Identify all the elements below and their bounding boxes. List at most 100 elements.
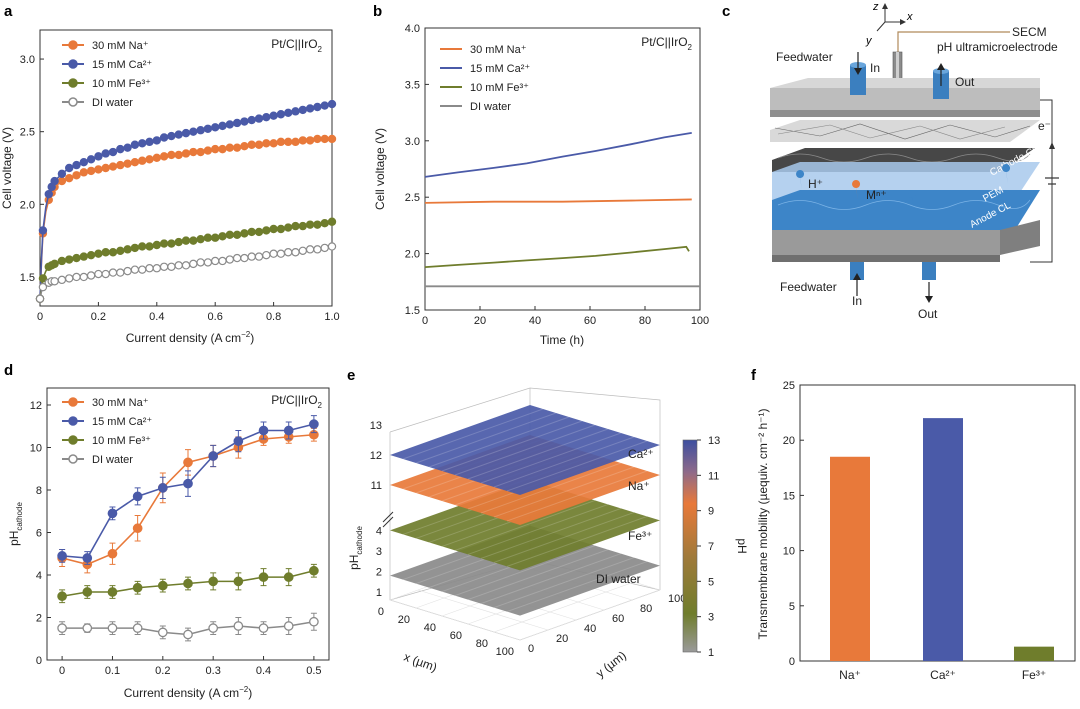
panel-f-y-ticks: 0 5 10 15 20 25 — [783, 380, 804, 668]
panel-c-label: c — [722, 3, 730, 20]
panel-b-x-tick-label: 60 — [584, 315, 596, 327]
panel-a-data-point — [276, 137, 286, 147]
panel-a-data-point — [64, 163, 74, 173]
panel-e-grid-line — [493, 581, 635, 633]
panel-a-series — [35, 99, 337, 303]
panel-d-data-point — [183, 457, 193, 468]
panel-a-data-point — [298, 221, 307, 231]
panel-d-data-point — [283, 425, 294, 436]
panel-a-data-point — [64, 173, 74, 183]
panel-a-data-point — [57, 275, 67, 285]
panel-b-y-ticks: 1.5 2.0 2.5 3.0 3.5 4.0 — [405, 23, 429, 317]
panel-a-data-point — [240, 142, 249, 151]
panel-d-data-point — [183, 578, 193, 589]
panel-a-data-point — [152, 264, 161, 273]
panel-a-data-point — [313, 220, 322, 229]
panel-f-y-tick-label: 5 — [789, 601, 795, 613]
panel-a-data-point — [269, 224, 278, 234]
panel-e-surface-label: Fe³⁺ — [628, 529, 652, 543]
panel-b-y-axis-label: Cell voltage (V) — [373, 128, 387, 210]
panel-a-data-point — [320, 101, 329, 110]
panel-a-data-point — [210, 256, 220, 266]
panel-d-data-point — [132, 623, 143, 633]
panel-e-z-tick-label: 4 — [376, 525, 382, 537]
panel-a-data-point — [101, 149, 110, 158]
panel-a-data-point — [72, 253, 81, 263]
panel-e-z-tick-label: 3 — [376, 546, 382, 558]
panel-a-x-axis-label: Current density (A cm−2) — [126, 330, 255, 345]
panel-d-data-point — [132, 582, 143, 593]
panel-a-data-point — [159, 262, 169, 271]
panel-a-data-point — [72, 272, 81, 282]
panel-d-data-point — [309, 616, 319, 627]
panel-a-data-point — [79, 168, 89, 177]
panel-f-y-tick-label: 10 — [783, 546, 795, 558]
panel-a-data-point — [232, 118, 242, 128]
panel-a-data-point — [116, 246, 125, 255]
panel-a-data-point — [305, 245, 315, 254]
panel-d-x-tick-label: 0.5 — [306, 665, 321, 677]
panel-a-legend-label: 10 mM Fe³⁺ — [92, 78, 151, 90]
panel-a-data-point — [203, 146, 213, 155]
panel-b-legend-label: 10 mM Fe³⁺ — [470, 82, 529, 94]
electron-label: e⁻ — [1038, 119, 1051, 133]
panel-a-data-point — [196, 234, 205, 244]
panel-a-data-point — [269, 249, 278, 258]
panel-e-surface-texture — [506, 515, 648, 567]
panel-e-grid-line — [389, 599, 521, 641]
panel-a-data-point — [137, 156, 147, 165]
panel-a-data-point — [64, 255, 74, 264]
panel-d-data-point — [258, 623, 269, 633]
panel-a-data-point — [57, 176, 67, 186]
inlet-top-port — [850, 52, 866, 95]
panel-d-data-point — [157, 483, 168, 493]
panel-a-data-point — [101, 269, 110, 279]
panel-a-axes-frame — [39, 29, 333, 307]
panel-a-x-ticks: 0 0.2 0.4 0.6 0.8 1.0 — [37, 302, 340, 323]
panel-a-data-point — [291, 137, 300, 147]
panel-a-data-point — [240, 117, 249, 126]
panel-d-data-point — [309, 419, 319, 429]
panel-a-data-point — [101, 248, 110, 257]
panel-a-y-tick-label: 3.0 — [20, 54, 35, 66]
panel-a-data-point — [320, 243, 329, 253]
panel-a-data-point — [291, 221, 300, 231]
external-circuit — [1030, 99, 1059, 263]
outlet-top-label: Out — [955, 75, 975, 89]
panel-e-colorbar-tick-label: 13 — [708, 435, 720, 447]
panel-a-y-tick-label: 2.5 — [20, 127, 35, 139]
panel-a-data-point — [298, 246, 307, 255]
panel-d-y-tick-label: 10 — [30, 443, 42, 455]
panel-a-data-point — [159, 152, 169, 161]
panel-f-category-label: Ca²⁺ — [930, 668, 956, 682]
panel-d-y-tick-label: 8 — [36, 485, 42, 497]
svg-text:x: x — [906, 11, 913, 23]
panel-a-data-point — [72, 160, 81, 170]
panel-b-label: b — [373, 3, 382, 20]
panel-a-data-point — [137, 265, 147, 274]
panel-d-catalyst-tag: Pt/C||IrO2 — [271, 393, 322, 410]
panel-d: d 0 0.1 0.2 0.3 0.4 0.5 0 2 4 6 8 10 12 Current den… — [4, 362, 330, 700]
panel-e-x-tick-label: 100 — [496, 646, 514, 658]
panel-a-legend-marker — [68, 97, 78, 107]
panel-d-legend-label: 15 mM Ca²⁺ — [92, 416, 152, 428]
panel-a-data-point — [269, 139, 278, 148]
panel-a-data-point — [167, 262, 176, 271]
panel-a-data-point — [152, 136, 161, 145]
panel-a-data-point — [101, 163, 110, 173]
panel-b-x-tick-label: 100 — [691, 315, 709, 327]
panel-e-x-tick-label: 40 — [424, 622, 436, 634]
panel-b-legend-label: DI water — [470, 101, 511, 113]
panel-a-y-tick-label: 1.5 — [20, 272, 35, 284]
panel-a-x-tick-label: 0.4 — [149, 311, 164, 323]
panel-a-catalyst-tag: Pt/C||IrO2 — [271, 37, 322, 54]
panel-a-x-tick-label: 0.6 — [208, 311, 223, 323]
panel-a-data-point — [145, 137, 154, 147]
panel-a-data-point — [35, 294, 45, 303]
panel-e-surface-label: Ca²⁺ — [628, 447, 654, 461]
panel-a-y-tick-label: 2.0 — [20, 199, 35, 211]
panel-d-series — [57, 415, 319, 642]
panel-f: f 0 5 10 15 20 25 Na⁺ Ca²⁺ Fe³⁺ Transmembrane m… — [751, 367, 1076, 682]
panel-a-data-point — [247, 252, 256, 261]
